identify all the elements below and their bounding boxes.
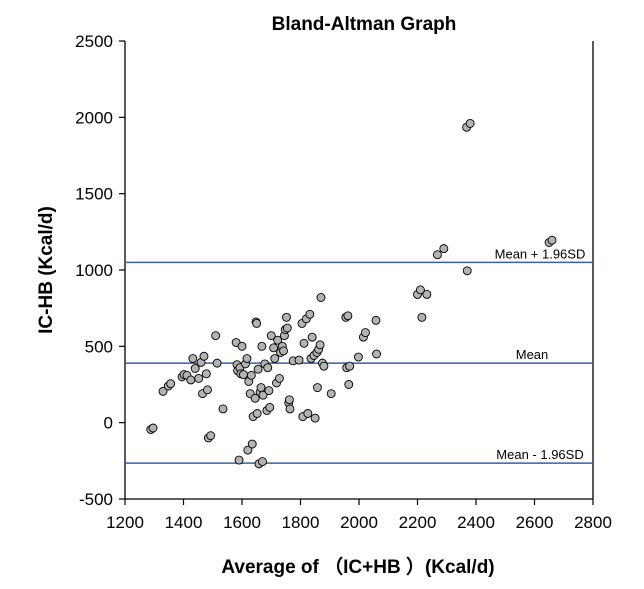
data-point	[190, 364, 200, 373]
data-point	[239, 370, 248, 380]
data-point	[372, 349, 381, 359]
data-point	[211, 331, 221, 341]
data-point	[206, 431, 216, 441]
data-point	[303, 409, 313, 418]
x-tick-label: 2800	[574, 513, 612, 532]
x-axis-title: Average of （IC+HB ）(Kcal/d)	[221, 555, 494, 578]
data-point	[258, 457, 267, 467]
data-point	[263, 363, 273, 373]
data-point	[345, 361, 355, 371]
data-point	[158, 386, 168, 396]
data-point	[188, 354, 198, 363]
data-point	[279, 346, 288, 356]
data-point	[294, 355, 304, 365]
data-point	[212, 358, 222, 368]
y-tick-label: 500	[85, 337, 113, 356]
reference-lines: Mean + 1.96SD Mean Mean - 1.96SD	[125, 246, 593, 464]
data-point	[439, 244, 449, 254]
data-point	[547, 235, 557, 245]
data-point	[242, 354, 252, 363]
data-point	[273, 335, 283, 345]
data-point	[234, 455, 244, 465]
data-point	[310, 413, 320, 423]
data-point	[203, 385, 212, 395]
y-tick-label: 0	[104, 414, 113, 433]
data-point	[344, 380, 354, 389]
data-point	[319, 361, 329, 371]
data-point	[284, 395, 294, 405]
reference-line-label: Mean	[516, 347, 549, 362]
data-point	[432, 250, 442, 260]
chart-title: Bland-Altman Graph	[272, 14, 457, 35]
data-point	[465, 118, 475, 128]
data-point	[307, 332, 317, 342]
data-point	[252, 318, 262, 328]
y-tick-label: 2000	[75, 108, 113, 127]
reference-line-label: Mean + 1.96SD	[495, 246, 586, 261]
data-points	[146, 118, 557, 469]
data-point	[282, 323, 292, 333]
data-point	[258, 390, 268, 400]
data-point	[285, 404, 295, 414]
data-point	[316, 293, 326, 302]
data-point	[246, 370, 256, 380]
y-tick-label: -500	[79, 490, 113, 509]
data-point	[299, 338, 309, 348]
data-point	[148, 423, 158, 433]
data-point	[282, 312, 291, 322]
data-point	[326, 389, 336, 399]
data-point	[265, 402, 275, 412]
data-point	[264, 386, 274, 396]
data-point	[243, 445, 253, 455]
data-point	[194, 373, 204, 383]
data-point	[417, 312, 427, 322]
y-axis-title: IC-HB (Kcal/d)	[36, 206, 57, 334]
data-point	[201, 369, 211, 379]
data-point	[186, 375, 196, 385]
x-tick-label: 1600	[223, 513, 261, 532]
data-point	[250, 393, 260, 403]
data-point	[371, 315, 381, 325]
data-point	[199, 351, 209, 361]
y-tick-label: 2500	[75, 32, 113, 51]
data-point	[315, 340, 325, 350]
y-tick-label: 1000	[75, 261, 113, 280]
data-point	[247, 439, 257, 449]
data-point	[462, 266, 472, 276]
x-axis-ticks: 1200 1400 1600 1800 2000 2200 2400 2600 2800	[106, 499, 612, 532]
data-point	[252, 409, 262, 418]
data-point	[166, 379, 176, 389]
data-point	[343, 311, 353, 321]
data-point	[422, 289, 432, 299]
data-point	[253, 364, 263, 374]
x-tick-label: 1400	[165, 513, 203, 532]
data-point	[256, 383, 266, 393]
data-point	[274, 373, 284, 383]
data-point	[218, 404, 228, 414]
data-point	[266, 331, 276, 341]
x-tick-label: 2000	[340, 513, 378, 532]
data-point	[360, 328, 370, 338]
data-point	[237, 341, 247, 351]
x-tick-label: 2600	[516, 513, 554, 532]
x-tick-label: 2200	[399, 513, 437, 532]
data-point	[269, 343, 279, 353]
data-point	[313, 383, 322, 393]
y-tick-label: 1500	[75, 185, 113, 204]
y-axis-ticks: -500 0 500 1000 1500 2000 2500	[75, 32, 125, 509]
reference-line-label: Mean - 1.96SD	[496, 447, 583, 462]
data-point	[270, 354, 280, 363]
x-tick-label: 1200	[106, 513, 144, 532]
data-point	[305, 309, 315, 319]
data-point	[257, 341, 267, 351]
x-tick-label: 2400	[457, 513, 495, 532]
data-point	[415, 285, 425, 295]
data-point	[353, 352, 363, 362]
x-tick-label: 1800	[282, 513, 320, 532]
